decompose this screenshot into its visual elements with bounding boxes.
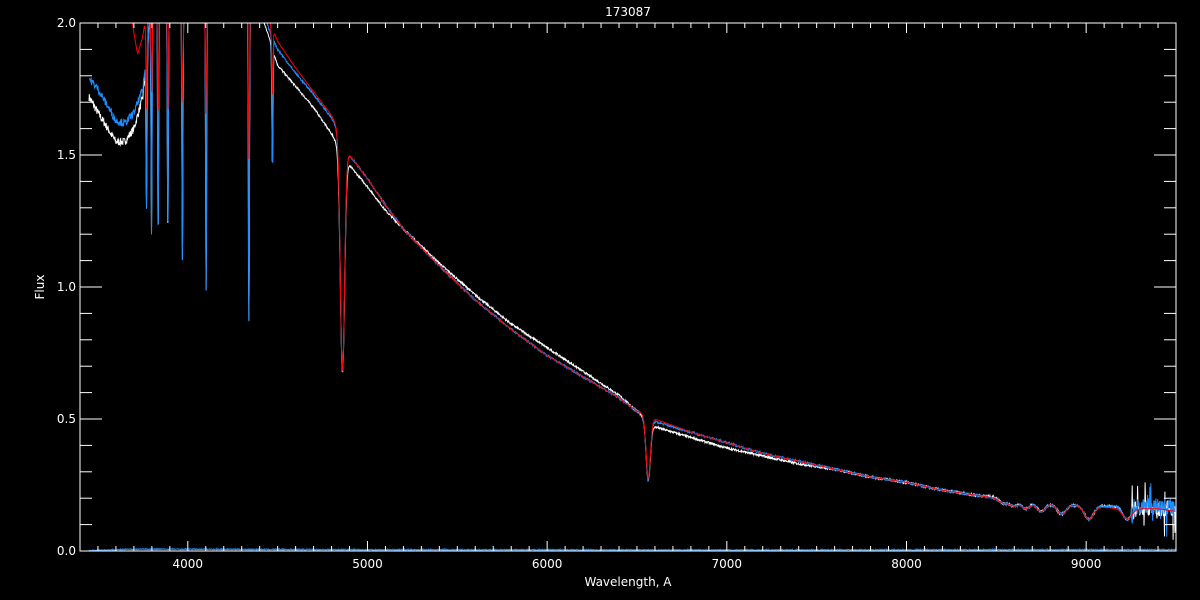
spectrum-series-line-2 bbox=[131, 23, 1176, 520]
x-tick-label: 5000 bbox=[352, 557, 383, 571]
y-tick-label: 2.0 bbox=[57, 16, 76, 30]
y-tick-label: 1.5 bbox=[57, 148, 76, 162]
x-tick-label: 8000 bbox=[891, 557, 922, 571]
y-axis-label: Flux bbox=[33, 275, 47, 300]
error-series-line bbox=[88, 547, 1176, 551]
y-tick-label: 1.0 bbox=[57, 280, 76, 294]
axes-layer: 4000 5000 6000 7000 8000 9000 0.0 0.5 1.0 1.5 2.0 bbox=[57, 16, 1177, 571]
y-tick-label: 0.0 bbox=[57, 544, 76, 558]
y-tick-label: 0.5 bbox=[57, 412, 76, 426]
x-axis-label: Wavelength, A bbox=[584, 575, 672, 589]
chart-title: 173087 bbox=[605, 5, 651, 19]
series-layer bbox=[88, 23, 1176, 551]
spectrum-series-line-0 bbox=[88, 23, 1176, 540]
x-tick-label: 7000 bbox=[712, 557, 743, 571]
plot-frame bbox=[79, 22, 1177, 552]
x-tick-label: 4000 bbox=[173, 557, 204, 571]
x-tick-label: 9000 bbox=[1071, 557, 1102, 571]
spectrum-series-line-1 bbox=[89, 23, 1176, 537]
x-tick-label: 6000 bbox=[532, 557, 563, 571]
